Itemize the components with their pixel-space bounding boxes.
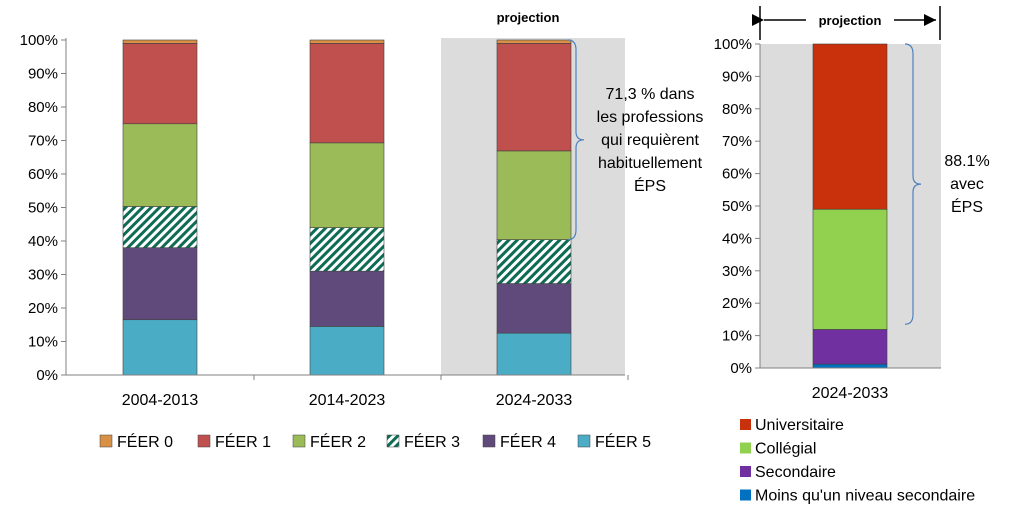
y-tick-label: 80% — [722, 101, 752, 118]
annotation-text: 88.1% avec ÉPS — [944, 153, 989, 216]
y-tick-label: 50% — [722, 198, 752, 215]
brace-shape — [904, 43, 922, 325]
annotation-line: 71,3 % dans — [606, 86, 695, 103]
y-tick-label: 50% — [28, 200, 58, 217]
bar-segment — [812, 329, 888, 365]
bar-segment — [122, 247, 198, 321]
bar-segment — [496, 150, 572, 240]
y-tick-label: 0% — [36, 367, 58, 384]
bar-segment — [309, 227, 385, 272]
y-tick-label: 70% — [722, 133, 752, 150]
y-tick-label: 70% — [28, 133, 58, 150]
bar-segment — [496, 239, 572, 284]
y-tick-label: 30% — [28, 267, 58, 284]
bar-segment — [309, 43, 385, 144]
y-tick-label: 90% — [28, 66, 58, 83]
bar-segment — [812, 208, 888, 330]
legend-swatch — [740, 466, 751, 477]
legend-label: FÉER 3 — [404, 432, 460, 451]
y-axis-ticks: 0% 10% 20% 30% 40% 50% 60% 70% 80% 90% 100% — [20, 32, 66, 384]
bar-segment — [309, 142, 385, 228]
legend-label: Secondaire — [755, 464, 836, 481]
legend-swatch — [99, 434, 113, 448]
bar-segment — [122, 206, 198, 248]
legend-swatch — [292, 434, 306, 448]
y-tick-label: 10% — [722, 328, 752, 345]
right-chart: projection 0% 10% 20% 30% 40% 50% 60% 70% 80% 90%… — [714, 6, 990, 505]
annotation-line: les professions — [597, 109, 704, 126]
annotation-brace — [904, 43, 922, 325]
legend-swatch — [740, 419, 751, 430]
legend-label: FÉER 0 — [117, 432, 173, 451]
legend-swatch — [740, 442, 751, 454]
bar-segment — [496, 332, 572, 376]
projection-label: projection — [497, 10, 560, 25]
legend-label: FÉER 4 — [500, 432, 556, 451]
x-axis-labels: 2024-2033 — [812, 385, 889, 402]
legend-swatch — [482, 434, 496, 448]
y-tick-label: 90% — [722, 68, 752, 85]
annotation-line: qui requièrent — [601, 132, 699, 149]
legend: Universitaire Collégial Secondaire Moins qu… — [740, 417, 975, 505]
bar-segment — [496, 43, 572, 152]
x-axis-labels: 2004-2013 2014-2023 2024-2033 — [122, 375, 629, 409]
y-tick-label: 0% — [730, 360, 752, 377]
y-tick-label: 10% — [28, 334, 58, 351]
annotation-line: habituellement — [598, 155, 703, 172]
legend-swatch — [577, 434, 591, 448]
legend-label: FÉER 2 — [310, 432, 366, 451]
x-tick-label: 2014-2023 — [309, 392, 386, 409]
x-tick-label: 2024-2033 — [496, 392, 573, 409]
legend: FÉER 0 FÉER 1 FÉER 2 FÉER 3 FÉER 4 FÉER 5 — [99, 432, 651, 451]
bar-segment — [309, 39, 385, 44]
annotation-line: ÉPS — [951, 197, 983, 216]
y-tick-label: 30% — [722, 263, 752, 280]
y-tick-label: 20% — [722, 295, 752, 312]
y-tick-label: 60% — [722, 166, 752, 183]
bar-segment — [122, 319, 198, 376]
brace-shape — [567, 39, 585, 241]
bar-segment — [122, 43, 198, 125]
y-tick-label: 40% — [722, 230, 752, 247]
x-tick-label: 2024-2033 — [812, 385, 889, 402]
bars-group — [122, 39, 572, 376]
y-tick-label: 20% — [28, 300, 58, 317]
legend-label: FÉER 1 — [215, 432, 271, 451]
annotation-text: 71,3 % dans les professions qui requièrent… — [597, 86, 704, 195]
bar-segment — [122, 39, 198, 44]
bar-segment — [496, 39, 572, 44]
legend-swatch — [197, 434, 211, 448]
legend-label: FÉER 5 — [595, 432, 651, 451]
bar-segment — [496, 283, 572, 334]
legend-label: Moins qu'un niveau secondaire — [755, 488, 975, 505]
y-tick-label: 100% — [714, 36, 752, 53]
annotation-brace — [567, 39, 585, 241]
bar-segment — [309, 270, 385, 327]
legend-swatch — [740, 489, 751, 501]
legend-label: Universitaire — [755, 417, 844, 434]
bars-group — [812, 43, 888, 369]
y-axis-ticks: 0% 10% 20% 30% 40% 50% 60% 70% 80% 90% 100% — [714, 36, 760, 377]
y-tick-label: 80% — [28, 99, 58, 116]
annotation-line: avec — [950, 176, 984, 193]
legend-label: Collégial — [755, 441, 816, 458]
bar-segment — [812, 363, 888, 369]
bar-segment — [812, 43, 888, 210]
projection-label: projection — [819, 13, 882, 28]
x-tick-label: 2004-2013 — [122, 392, 199, 409]
annotation-line: ÉPS — [634, 176, 666, 195]
annotation-line: 88.1% — [944, 153, 989, 170]
y-tick-label: 100% — [20, 32, 58, 49]
y-tick-label: 40% — [28, 233, 58, 250]
y-tick-label: 60% — [28, 166, 58, 183]
bar-segment — [309, 326, 385, 376]
left-chart: projection 0% 10% 20% 30% 40% 50% 60% 70% 80% 90%… — [20, 10, 704, 451]
bar-segment — [122, 123, 198, 207]
legend-swatch — [386, 434, 400, 448]
